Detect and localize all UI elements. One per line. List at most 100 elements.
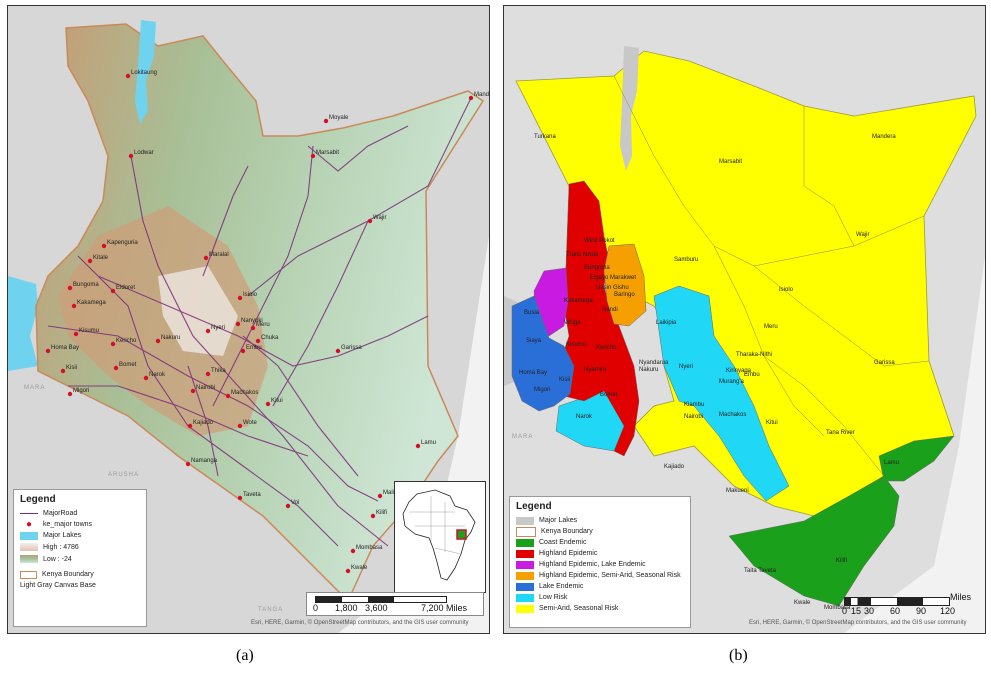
lake-turkana-b <box>620 46 639 171</box>
county-label: Vihiga <box>564 320 581 326</box>
scale-a-3600: 3,600 <box>365 603 388 613</box>
town-label: Nairobi <box>196 385 215 391</box>
legend-b-item-label: Semi-Arid, Seasonal Risk <box>539 605 619 612</box>
malaria-risk-map-panel: Turkana Marsabit Mandera Wajir Samburu Isiolo… <box>503 5 986 634</box>
county-label: Nandi <box>602 307 618 313</box>
county-label: Kitui <box>766 420 778 426</box>
town-label: Taveta <box>243 492 261 498</box>
legend-b-item: Low Risk <box>516 592 684 603</box>
legend-b-item-label: Kenya Boundary <box>541 528 593 535</box>
county-label: Kericho <box>596 345 617 351</box>
town-label: Lamu <box>421 440 436 446</box>
town-label: Kitui <box>271 398 283 404</box>
legend-b-item-label: Highland Epidemic <box>539 550 598 557</box>
county-label: Marsabit <box>719 159 742 165</box>
town-marker <box>143 375 149 381</box>
town-label: Namanga <box>191 458 218 464</box>
town-label: Mandera <box>474 92 489 98</box>
county-label: West Pokot <box>584 238 615 244</box>
scale-a-7200: 7,200 Miles <box>421 603 468 613</box>
town-marker <box>310 153 316 159</box>
town-marker <box>237 295 243 301</box>
legend-a-road: MajorRoad <box>20 508 140 519</box>
town-label: Kwale <box>351 565 368 571</box>
county-label: Lamu <box>884 460 899 466</box>
lake-victoria <box>8 276 38 371</box>
town-label: Mombasa <box>356 545 383 551</box>
county-label: Turkana <box>534 134 556 140</box>
legend-b-item-label: Low Risk <box>539 594 568 601</box>
town-label: Lokitaung <box>131 70 157 76</box>
town-marker <box>415 443 421 449</box>
county-label: Trans Nzoia <box>566 252 599 258</box>
town-label: Kericho <box>116 338 137 344</box>
town-marker <box>155 338 161 344</box>
town-label: Kitale <box>93 255 109 261</box>
scale-b-120: 120 <box>940 606 956 616</box>
town-label: Marsabit <box>316 150 339 156</box>
county-label: Nairobi <box>684 414 703 420</box>
scale-b-60: 60 <box>890 606 901 616</box>
legend-a-lakes-label: Major Lakes <box>43 532 82 539</box>
legend-swatch-icon <box>516 549 534 558</box>
zone-coast-endemic-lamu <box>878 435 955 482</box>
county-label: Taita Taveta <box>744 568 777 574</box>
town-marker <box>128 153 134 159</box>
risk-zone-map: Turkana Marsabit Mandera Wajir Samburu Isiolo… <box>504 6 985 633</box>
county-label: Migori <box>534 387 550 393</box>
county-label: Laikipia <box>656 320 677 326</box>
county-label: Mandera <box>872 134 896 140</box>
town-marker <box>468 95 474 101</box>
elevation-ramp-top-icon <box>20 543 38 551</box>
town-label: Nanyuki <box>241 318 263 324</box>
town-label: Moyale <box>329 115 349 121</box>
county-label: Nyamira <box>584 367 607 373</box>
zone-low-risk <box>653 285 790 502</box>
county-label: Tana River <box>826 430 855 436</box>
town-marker <box>377 493 383 499</box>
legend-b-item: Kenya Boundary <box>516 526 684 537</box>
town-marker <box>101 243 107 249</box>
county-label: Bungoma <box>584 265 610 271</box>
legend-a-towns: ● ke_major towns <box>20 519 140 530</box>
town-label: Kisii <box>66 365 77 371</box>
scale-a-1800: 1,800 <box>335 603 358 613</box>
legend-a-high: High : 4786 <box>20 541 140 553</box>
boundary-swatch-icon <box>20 570 37 579</box>
county-label: Homa Bay <box>519 370 547 376</box>
attribution-b: Esri, HERE, Garmin, © OpenStreetMap cont… <box>749 620 967 626</box>
legend-b-item: Highland Epidemic, Semi-Arid, Seasonal R… <box>516 570 684 581</box>
africa-outline <box>402 489 476 581</box>
county-label: Makueni <box>726 488 749 494</box>
legend-a-boundary-label: Kenya Boundary <box>42 571 94 578</box>
legend-a-high-label: High : 4786 <box>43 543 79 551</box>
town-label: Thika <box>211 368 226 374</box>
town-marker <box>240 348 246 354</box>
county-label: Embu <box>744 372 760 378</box>
scale-a-0: 0 <box>313 603 319 613</box>
county-boundaries <box>613 75 930 477</box>
county-label: Murang'a <box>719 379 744 385</box>
county-label: Kisii <box>559 377 570 383</box>
county-label: Tharaka-Nithi <box>736 352 772 358</box>
town-label: Nakuru <box>161 335 180 341</box>
highland-peaks <box>158 266 238 356</box>
town-marker <box>205 371 211 377</box>
town-marker <box>335 348 341 354</box>
town-label: Embu <box>246 345 262 351</box>
town-marker <box>205 328 211 334</box>
town-label: Migori <box>73 388 89 394</box>
legend-swatch-icon <box>516 571 534 580</box>
town-marker <box>185 461 191 467</box>
county-label: Kakamega <box>564 298 593 304</box>
attribution-a: Esri, HERE, Garmin, © OpenStreetMap cont… <box>251 620 469 626</box>
legend-a-title: Legend <box>20 494 56 505</box>
county-label: Narok <box>576 414 593 420</box>
county-label: Mombasa <box>824 605 851 611</box>
county-label: Kilifi <box>836 558 847 564</box>
legend-b-item: Highland Epidemic, Lake Endemic <box>516 559 684 570</box>
town-marker <box>71 303 77 309</box>
town-marker <box>250 325 256 331</box>
scale-bar-b: Miles 0 15 30 60 90 120 <box>842 592 972 618</box>
town-marker <box>113 365 119 371</box>
